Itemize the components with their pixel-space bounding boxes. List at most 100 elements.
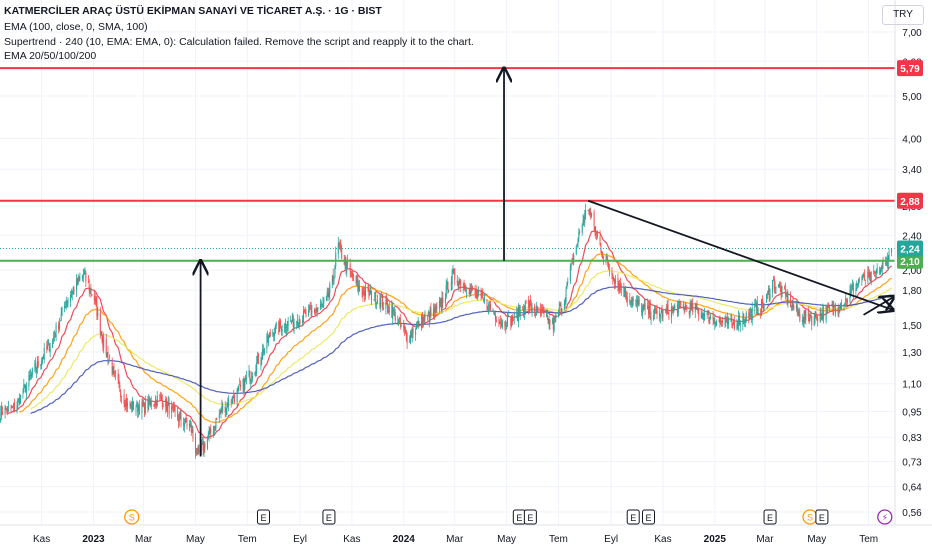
candle-body	[857, 279, 859, 285]
candle-body	[189, 423, 191, 428]
candle-body	[206, 439, 208, 449]
candle-body	[213, 426, 215, 434]
candle-body	[588, 210, 590, 214]
candle-body	[813, 316, 815, 326]
candle-body	[584, 213, 586, 223]
candle-body	[374, 291, 376, 299]
indicator-ema100-legend[interactable]: EMA (100, close, 0, SMA, 100)	[4, 21, 148, 33]
candle-body	[721, 320, 723, 323]
candle-body	[364, 291, 366, 297]
candle-body	[524, 301, 526, 310]
candle-body	[666, 306, 668, 313]
candle-body	[31, 368, 33, 376]
candle-body	[274, 325, 276, 333]
candle-body	[19, 397, 21, 406]
candle-body	[796, 305, 798, 314]
x-tick-label: May	[186, 534, 205, 545]
candle-body	[786, 294, 788, 303]
candle-body	[679, 301, 681, 303]
candle-body	[262, 349, 264, 353]
candle-body	[589, 211, 591, 214]
candle-body	[478, 291, 480, 294]
candle-body	[560, 303, 562, 313]
y-tick-label: 2,40	[902, 231, 922, 242]
earnings-icon	[523, 509, 537, 525]
candle-body	[613, 278, 615, 281]
candle-body	[316, 308, 318, 311]
candle-body	[851, 287, 853, 289]
candle-body	[0, 418, 1, 420]
candle-body	[742, 315, 744, 325]
candle-body	[168, 403, 170, 415]
candle-body	[724, 321, 726, 322]
candle-body	[332, 274, 334, 282]
candle-body	[432, 308, 434, 316]
candle-body	[404, 328, 406, 332]
candle-body	[359, 285, 361, 291]
candle-body	[600, 246, 602, 253]
candle-body	[2, 412, 4, 415]
candle-body	[103, 336, 105, 348]
candle-body	[755, 303, 757, 307]
candle-body	[522, 309, 524, 310]
candle-body	[551, 319, 553, 323]
earnings-icon	[642, 509, 656, 525]
candle-body	[120, 391, 122, 398]
x-tick-label: Eyl	[293, 534, 307, 545]
drawing-trendline_arrow	[587, 199, 893, 310]
candle-body	[97, 311, 99, 317]
candle-body	[219, 412, 221, 414]
candle-body	[112, 367, 114, 374]
candle-body	[454, 268, 456, 280]
candle-body	[37, 361, 39, 366]
indicator-supertrend-legend[interactable]: Supertrend · 240 (10, EMA: EMA, 0): Calc…	[4, 36, 474, 48]
candle-body	[138, 407, 140, 411]
candle-body	[702, 314, 704, 316]
candle-body	[274, 333, 276, 337]
candle-body	[102, 339, 104, 347]
candle-body	[325, 296, 327, 300]
candle-body	[284, 323, 286, 332]
indicator-ema-set-legend[interactable]: EMA 20/50/100/200	[4, 50, 97, 62]
candle-body	[5, 408, 7, 410]
candle-body	[632, 298, 634, 302]
candle-body	[606, 258, 608, 260]
candle-body	[13, 403, 15, 406]
candle-body	[535, 306, 537, 316]
price-axis-panel	[895, 0, 932, 550]
candle-body	[733, 321, 735, 329]
candle-body	[462, 285, 464, 287]
candle-body	[11, 406, 13, 408]
candle-body	[77, 277, 79, 285]
candle-body	[409, 340, 411, 343]
earnings-icon	[322, 509, 336, 525]
earnings-icon	[256, 509, 270, 525]
candle-body	[736, 324, 738, 329]
candle-body	[570, 262, 572, 267]
candle-body	[17, 399, 19, 407]
candle-body	[248, 370, 250, 376]
candle-body	[618, 284, 620, 291]
candle-body	[224, 406, 226, 413]
candle-body	[642, 307, 644, 315]
candle-body	[387, 310, 389, 314]
candle-body	[322, 301, 324, 303]
candle-body	[397, 322, 399, 323]
candle-body	[665, 309, 667, 311]
candle-body	[328, 292, 330, 298]
candle-body	[339, 243, 341, 245]
candle-body	[517, 306, 519, 322]
y-tick-label: 7,00	[902, 28, 922, 39]
candle-body	[495, 314, 497, 321]
candle-body	[266, 335, 268, 349]
candle-body	[149, 401, 151, 406]
candle-body	[36, 360, 38, 369]
candle-body	[489, 303, 491, 310]
candle-body	[655, 308, 657, 311]
candle-body	[822, 308, 824, 320]
candle-body	[10, 407, 12, 409]
currency-selector[interactable]: TRY	[882, 5, 924, 25]
candle-body	[677, 304, 679, 315]
candle-body	[833, 305, 835, 313]
